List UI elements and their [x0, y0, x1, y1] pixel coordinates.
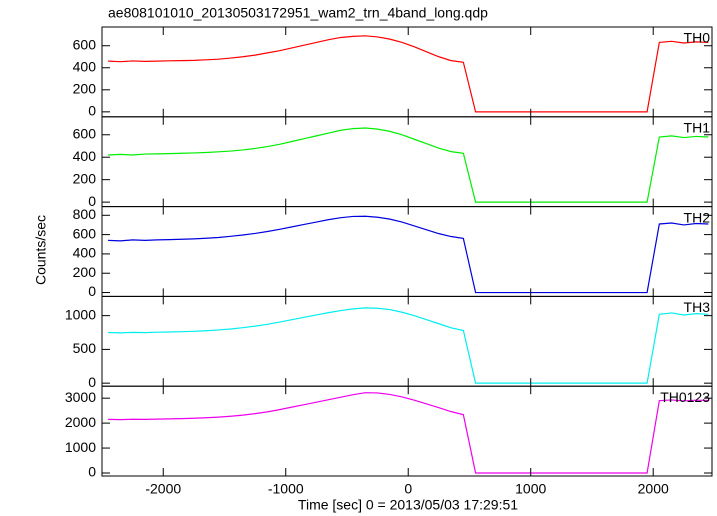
y-tick-label: 0 [88, 283, 96, 299]
series-label: TH1 [684, 120, 711, 136]
y-tick-label: 0 [88, 374, 96, 390]
light-curve [108, 127, 709, 203]
y-tick-label: 200 [73, 81, 97, 97]
y-tick-label: 600 [73, 125, 97, 141]
x-tick-label: 1000 [515, 481, 546, 497]
panel-frame [101, 295, 713, 387]
y-tick-label: 400 [73, 58, 97, 74]
panel-frame [101, 26, 713, 118]
light-curve [108, 307, 709, 384]
series-label: TH3 [684, 299, 711, 315]
y-tick-label: 3000 [65, 389, 96, 405]
y-tick-label: 1000 [65, 306, 96, 322]
x-tick-label: 0 [404, 481, 412, 497]
y-tick-label: 500 [73, 340, 97, 356]
x-tick-label: 2000 [638, 481, 669, 497]
y-tick-label: 0 [88, 103, 96, 119]
panel-frame [101, 206, 713, 297]
x-tick-label: -1000 [268, 481, 304, 497]
series-label: TH2 [684, 209, 711, 225]
y-tick-label: 0 [88, 464, 96, 480]
y-tick-label: 600 [73, 36, 97, 52]
y-tick-label: 0 [88, 193, 96, 209]
panel-frame [101, 385, 713, 477]
light-curve [108, 392, 709, 474]
x-tick-label: -2000 [145, 481, 181, 497]
y-tick-label: 1000 [65, 439, 96, 455]
chart-title: ae808101010_20130503172951_wam2_trn_4ban… [108, 5, 488, 21]
light-curve [108, 35, 709, 113]
y-tick-label: 800 [73, 206, 97, 222]
y-tick-label: 2000 [65, 414, 96, 430]
light-curve [108, 215, 709, 294]
panel-frame [101, 116, 713, 208]
y-tick-label: 200 [73, 264, 97, 280]
x-axis-label: Time [sec] 0 = 2013/05/03 17:29:51 [298, 497, 518, 513]
y-tick-label: 600 [73, 225, 97, 241]
series-label: TH0123 [660, 389, 710, 405]
y-tick-label: 400 [73, 148, 97, 164]
y-tick-label: 400 [73, 245, 97, 261]
series-label: TH0 [684, 30, 711, 46]
y-tick-label: 200 [73, 170, 97, 186]
y-axis-label: Counts/sec [33, 215, 49, 285]
